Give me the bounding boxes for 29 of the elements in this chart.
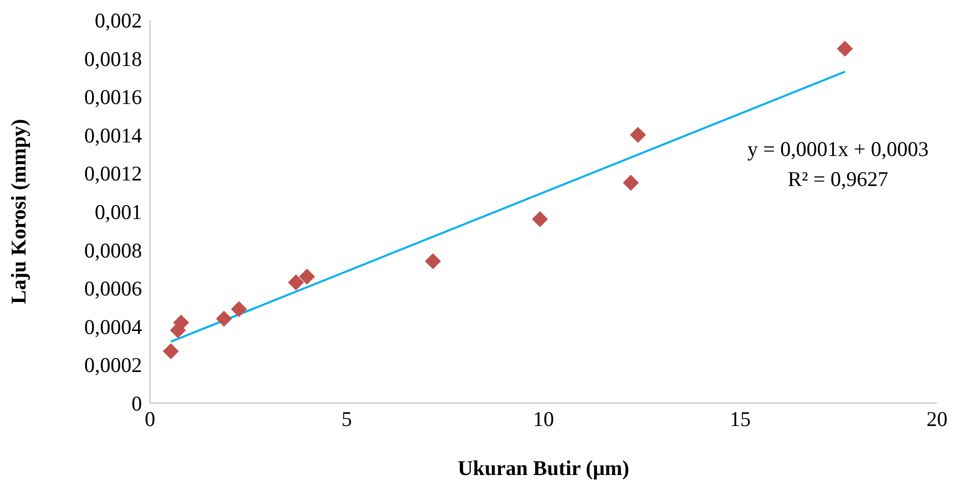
point	[216, 310, 232, 327]
point	[630, 126, 646, 143]
x-tick-label: 10	[533, 406, 554, 431]
y-tick-label: 0,0006	[84, 276, 142, 301]
y-tick-label: 0,0008	[84, 238, 142, 262]
y-tick-label: 0,0014	[84, 123, 142, 148]
y-tick-label: 0,0002	[84, 353, 142, 378]
point	[230, 301, 247, 318]
point	[162, 343, 179, 360]
y-tick-label: 0,002	[94, 8, 142, 32]
x-tick-label: 15	[730, 406, 751, 431]
point	[532, 211, 548, 228]
point	[836, 40, 853, 57]
point	[299, 268, 316, 285]
y-tick-label: 0,0004	[84, 314, 142, 339]
point	[622, 174, 639, 191]
point	[288, 274, 304, 290]
x-tick-label: 20	[926, 406, 948, 431]
y-axis-title: Laju Korosi (mmpy)	[6, 118, 30, 304]
x-axis-title: Ukuran Butir (µm)	[458, 456, 630, 480]
y-tick-label: 0	[132, 391, 142, 416]
y-tick-label: 0,001	[94, 200, 142, 224]
y-tick-label: 0,0016	[84, 85, 142, 110]
annotation: R² = 0,9627	[786, 166, 890, 193]
x-tick-label: 5	[342, 406, 352, 431]
y-tick-label: 0,0018	[84, 46, 142, 71]
point	[424, 253, 441, 270]
y-tick-label: 0,0012	[84, 162, 142, 186]
annotation: y = 0,0001x + 0,0003	[746, 136, 930, 163]
